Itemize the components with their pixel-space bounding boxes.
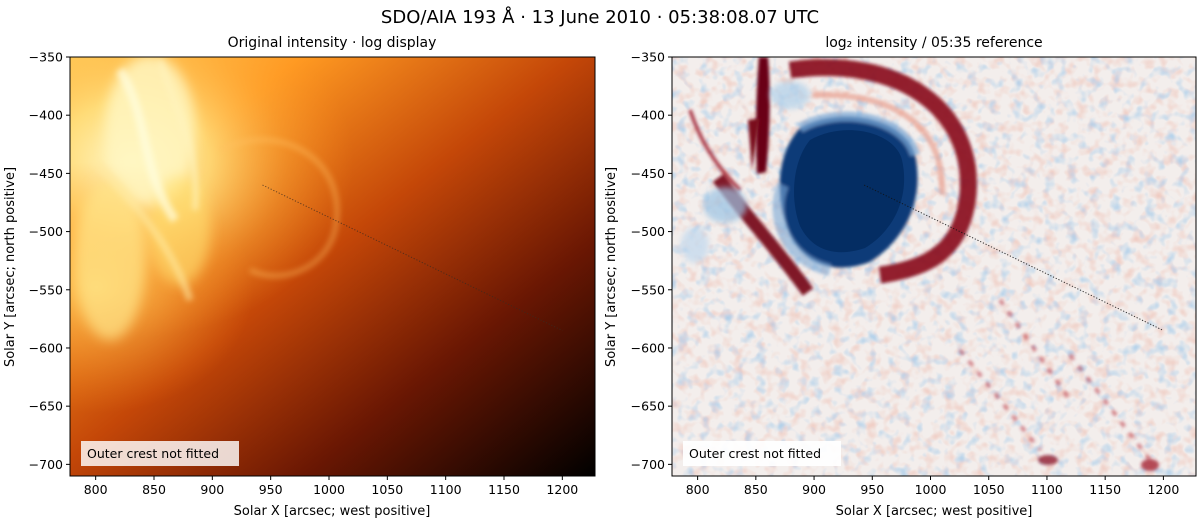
figure-title: SDO/AIA 193 Å · 13 June 2010 · 05:38:08.… [381,6,819,28]
ratio-image [672,57,1196,476]
x-tick-label: 900 [200,482,224,497]
panel-2-ylabel: Solar Y [arcsec; north positive] [604,167,619,367]
y-tick-label: −350 [29,50,63,65]
panel-2-frame [671,56,1197,477]
x-tick-label: 1100 [430,482,462,497]
panel-1-frame [69,56,596,477]
intensity-image [70,57,595,476]
panel-1-title: Original intensity · log display [228,35,437,51]
y-tick-label: −650 [29,399,63,414]
x-tick-label: 850 [744,482,768,497]
x-tick-label: 800 [686,482,710,497]
y-tick-label: −400 [29,108,63,123]
annotation-label: Outer crest not fitted [689,446,821,461]
annotation-box [81,441,239,466]
y-tick-label: −400 [631,108,665,123]
x-tick-label: 1200 [1147,482,1179,497]
y-tick-label: −450 [29,166,63,181]
annotation-box [683,441,841,466]
x-tick-label: 1050 [973,482,1005,497]
y-tick-label: −700 [631,457,665,472]
annotation-label: Outer crest not fitted [87,446,219,461]
y-tick-label: −600 [631,340,665,355]
x-tick-label: 1200 [546,482,578,497]
x-tick-label: 800 [84,482,108,497]
y-tick-label: −600 [29,340,63,355]
x-tick-label: 1100 [1031,482,1063,497]
panel-1-xlabel: Solar X [arcsec; west positive] [234,504,431,519]
y-tick-label: −550 [29,282,63,297]
y-tick-label: −650 [631,399,665,414]
panel-2-xlabel: Solar X [arcsec; west positive] [836,504,1033,519]
y-tick-label: −500 [631,224,665,239]
panel-log-ratio: log₂ intensity / 05:35 reference [604,35,1197,519]
x-tick-label: 950 [259,482,283,497]
panel-original-intensity: Original intensity · log display [3,35,596,519]
y-tick-label: −500 [29,224,63,239]
x-tick-label: 850 [142,482,166,497]
x-tick-label: 900 [802,482,826,497]
x-tick-label: 1000 [313,482,345,497]
panel-1-ticks: 800 850 900 950 1000 1050 1100 1150 1200 −350 −400… [29,50,579,498]
panel-2-title: log₂ intensity / 05:35 reference [825,35,1042,51]
panel-1-ylabel: Solar Y [arcsec; north positive] [3,167,18,367]
y-tick-label: −450 [631,166,665,181]
panel-2-ticks: 800 850 900 950 1000 1050 1100 1150 1200 −350 −400… [631,50,1180,498]
y-tick-label: −700 [29,457,63,472]
y-tick-label: −350 [631,50,665,65]
y-tick-label: −550 [631,282,665,297]
x-tick-label: 950 [860,482,884,497]
x-tick-label: 1150 [1089,482,1121,497]
x-tick-label: 1050 [371,482,403,497]
x-tick-label: 1150 [488,482,520,497]
x-tick-label: 1000 [915,482,947,497]
